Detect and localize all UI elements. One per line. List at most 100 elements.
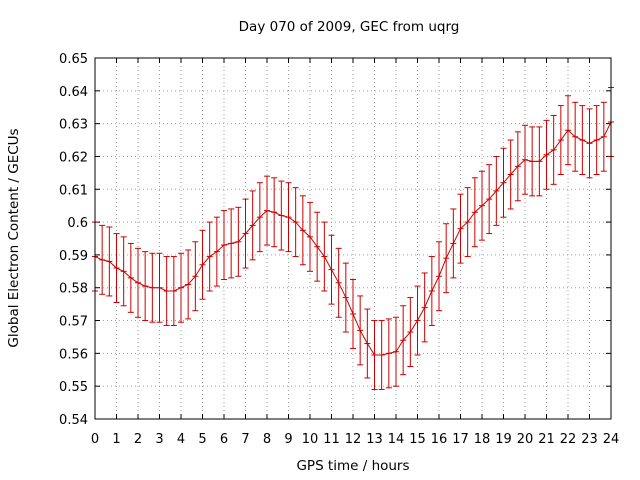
data-point xyxy=(328,234,335,305)
y-tick-label: 0.62 xyxy=(59,150,88,165)
data-point xyxy=(557,105,564,176)
y-tick-label: 0.6 xyxy=(67,216,88,231)
x-tick-label: 8 xyxy=(263,432,271,447)
data-point xyxy=(593,105,600,176)
data-point xyxy=(350,279,356,349)
data-point xyxy=(579,105,586,176)
data-point xyxy=(450,208,457,279)
data-point xyxy=(436,241,442,312)
data-point xyxy=(357,295,364,366)
x-tick-label: 0 xyxy=(91,432,99,447)
x-tick-label: 11 xyxy=(323,432,340,447)
x-tick-label: 15 xyxy=(409,432,426,447)
data-point xyxy=(500,147,507,218)
x-tick-label: 6 xyxy=(220,432,228,447)
plot-frame xyxy=(94,57,612,420)
data-point xyxy=(206,221,213,292)
y-axis-ticks: 0.54 0.55 0.56 0.57 0.58 0.59 0.6 0.61 0.62 0.63 0… xyxy=(59,52,611,428)
data-point xyxy=(307,201,313,272)
y-tick-label: 0.59 xyxy=(59,249,88,264)
x-axis-label: GPS time / hours xyxy=(296,458,409,474)
data-point xyxy=(443,223,450,294)
y-tick-label: 0.65 xyxy=(59,52,88,67)
data-point xyxy=(156,252,163,323)
x-tick-label: 21 xyxy=(538,432,555,447)
data-point xyxy=(565,95,571,166)
data-point xyxy=(550,114,557,185)
data-point xyxy=(321,221,328,292)
data-point xyxy=(235,206,242,277)
y-axis-label: Global Electron Content / GECUs xyxy=(6,128,22,347)
chart-title: Day 070 of 2009, GEC from uqrg xyxy=(239,19,460,35)
data-point xyxy=(522,124,528,195)
data-point xyxy=(228,208,235,279)
data-point xyxy=(572,101,579,172)
data-point xyxy=(106,226,113,297)
data-point xyxy=(507,139,514,210)
data-point xyxy=(192,241,199,312)
x-tick-label: 19 xyxy=(495,432,512,447)
x-tick-label: 2 xyxy=(134,432,142,447)
data-point xyxy=(529,126,536,197)
data-point xyxy=(242,198,249,269)
data-point xyxy=(99,224,106,295)
data-point xyxy=(378,320,385,390)
y-tick-label: 0.61 xyxy=(59,183,88,198)
grid-lines xyxy=(95,58,611,419)
x-tick-label: 7 xyxy=(241,432,249,447)
y-tick-label: 0.58 xyxy=(59,282,88,297)
data-point xyxy=(400,305,407,376)
data-point xyxy=(514,131,521,202)
data-point xyxy=(163,256,170,326)
data-point xyxy=(385,318,392,389)
x-tick-label: 14 xyxy=(388,432,405,447)
data-point xyxy=(142,251,149,322)
x-tick-label: 17 xyxy=(452,432,469,447)
x-tick-label: 24 xyxy=(603,432,620,447)
data-point xyxy=(149,252,156,323)
y-tick-label: 0.57 xyxy=(59,315,88,330)
x-tick-label: 18 xyxy=(474,432,491,447)
data-point xyxy=(493,155,500,226)
x-tick-label: 3 xyxy=(155,432,163,447)
data-point xyxy=(199,229,206,300)
x-tick-label: 1 xyxy=(112,432,120,447)
y-tick-label: 0.64 xyxy=(59,85,88,100)
data-point xyxy=(113,233,120,303)
data-point xyxy=(457,193,464,264)
data-point xyxy=(536,126,543,197)
x-tick-label: 13 xyxy=(366,432,383,447)
x-tick-label: 12 xyxy=(345,432,362,447)
data-point xyxy=(543,119,550,190)
data-point xyxy=(135,247,141,318)
data-point xyxy=(271,177,278,248)
data-point xyxy=(364,308,371,379)
data-point xyxy=(586,108,593,179)
data-point xyxy=(178,252,184,323)
data-point xyxy=(285,182,292,253)
data-point xyxy=(213,216,220,287)
data-point xyxy=(170,256,177,326)
data-point xyxy=(486,164,493,235)
y-tick-label: 0.63 xyxy=(59,118,88,133)
data-point xyxy=(335,247,342,318)
y-tick-label: 0.55 xyxy=(59,380,88,395)
data-point xyxy=(127,242,134,313)
data-point xyxy=(600,101,607,172)
data-point xyxy=(479,170,485,241)
x-tick-label: 10 xyxy=(302,432,319,447)
data-point xyxy=(256,182,263,253)
data-point xyxy=(292,187,299,258)
y-tick-label: 0.56 xyxy=(59,347,88,362)
data-point xyxy=(278,180,285,251)
data-point xyxy=(342,262,349,333)
x-tick-label: 5 xyxy=(198,432,206,447)
data-point xyxy=(264,175,270,246)
x-tick-label: 4 xyxy=(177,432,185,447)
data-point xyxy=(428,256,435,326)
data-point xyxy=(471,177,478,248)
data-point xyxy=(414,285,421,356)
x-tick-label: 23 xyxy=(581,432,598,447)
data-point xyxy=(185,249,192,320)
